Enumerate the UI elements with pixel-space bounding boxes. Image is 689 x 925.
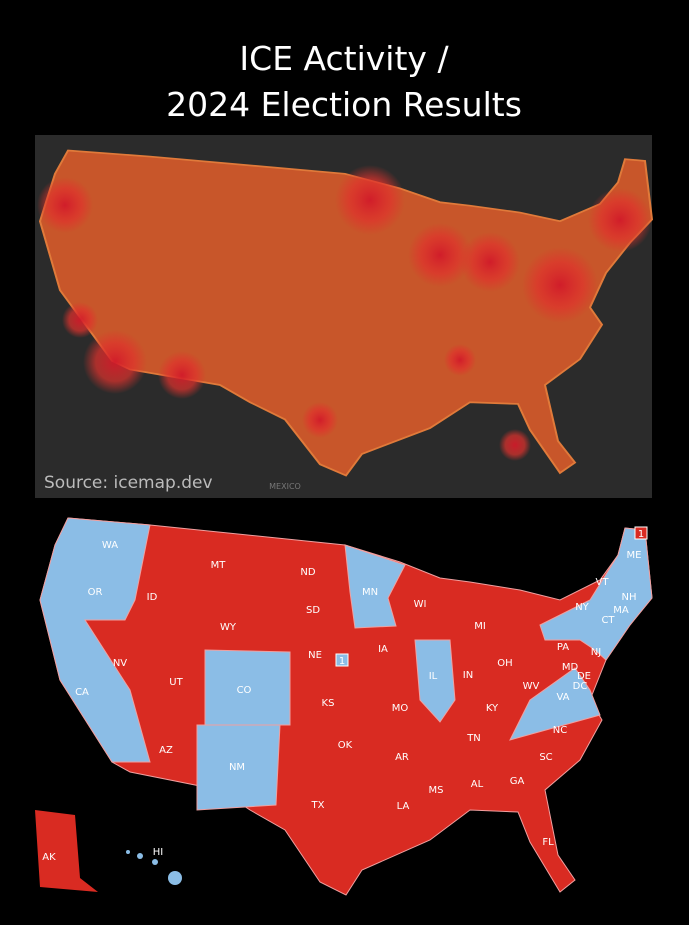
state-label: MI (474, 621, 486, 632)
state-label: NE (308, 650, 322, 661)
shape (158, 351, 206, 399)
title-line: 2024 Election Results (166, 85, 522, 124)
state-label: OK (338, 740, 353, 751)
shape (62, 302, 98, 338)
state-label: VA (556, 692, 569, 703)
shape (414, 639, 456, 723)
shape (499, 429, 531, 461)
shape (522, 247, 598, 323)
state-label: TN (466, 733, 481, 744)
shape (152, 859, 158, 865)
state-label: OH (497, 658, 512, 669)
state-label: WA (102, 540, 118, 551)
state-label: SC (539, 752, 552, 763)
state-label: AL (471, 779, 484, 790)
heat-spots (37, 165, 652, 461)
heatmap: Source: icemap.dev MEXICO (35, 135, 653, 498)
state-label: CO (237, 685, 252, 696)
shape (302, 402, 338, 438)
state-labels: WA OR CA NV ID MT WY UT AZ CO NM ND SD N… (42, 540, 641, 863)
state-label: CT (601, 615, 615, 626)
marker: 1 (638, 529, 644, 540)
state-label: CA (75, 687, 89, 698)
hawaii (126, 850, 182, 885)
state-label: MS (429, 785, 444, 796)
title-line: ICE Activity / (239, 39, 449, 78)
shape (588, 188, 652, 252)
marker-box (335, 653, 349, 667)
country-label: MEXICO (269, 482, 301, 491)
state-label: AK (42, 852, 56, 863)
shape (83, 330, 147, 394)
state-label: NC (553, 725, 567, 736)
state-label: KS (322, 698, 335, 709)
shape (196, 724, 281, 811)
state-label: DE (577, 671, 591, 682)
source: Source: icemap.dev (44, 473, 213, 493)
state-label: NV (113, 658, 127, 669)
shape (344, 544, 406, 629)
state-label: IA (378, 644, 388, 655)
state-label: MO (392, 703, 409, 714)
shape (137, 853, 143, 859)
shape (539, 527, 653, 661)
state-label: KY (486, 703, 499, 714)
state-label: NM (229, 762, 245, 773)
alaska (35, 810, 98, 892)
state-label: WY (220, 622, 237, 633)
state-label: AR (395, 752, 409, 763)
shape (37, 177, 93, 233)
state-label: GA (510, 776, 525, 787)
election-map: 1 1 WA OR CA NV ID MT WY UT AZ CO NM ND … (35, 517, 653, 896)
state-label: UT (169, 677, 183, 688)
state-label: WV (523, 681, 540, 692)
state-label: NJ (591, 647, 601, 658)
shape (168, 871, 182, 885)
shape (460, 232, 520, 292)
state-label: FL (542, 837, 554, 848)
state-label: LA (397, 801, 410, 812)
state-label: OR (88, 587, 103, 598)
state-label: ND (300, 567, 315, 578)
state-label: PA (557, 642, 569, 653)
state-label: AZ (159, 745, 173, 756)
state-label: MD (562, 662, 579, 673)
shape (509, 667, 601, 741)
state-label: TX (311, 800, 325, 811)
state-label: VT (596, 577, 610, 588)
state-label: HI (153, 847, 163, 858)
shape (444, 344, 476, 376)
state-label: ME (627, 550, 642, 561)
state-label: DC (573, 681, 588, 692)
shape (335, 165, 405, 235)
blue-states (39, 517, 653, 811)
shape (126, 850, 130, 854)
state-label: NY (575, 602, 589, 613)
state-label: ID (147, 592, 158, 603)
state-label: WI (414, 599, 427, 610)
shape (39, 517, 151, 763)
marker-box (634, 526, 648, 540)
marker: 1 (339, 656, 345, 667)
shape (408, 223, 472, 287)
shape (204, 649, 291, 726)
state-label: MA (613, 605, 629, 616)
state-label: SD (306, 605, 320, 616)
state-label: MN (362, 587, 378, 598)
state-label: IL (429, 671, 438, 682)
state-label: MT (211, 560, 227, 571)
state-label: IN (463, 670, 473, 681)
state-label: NH (622, 592, 637, 603)
